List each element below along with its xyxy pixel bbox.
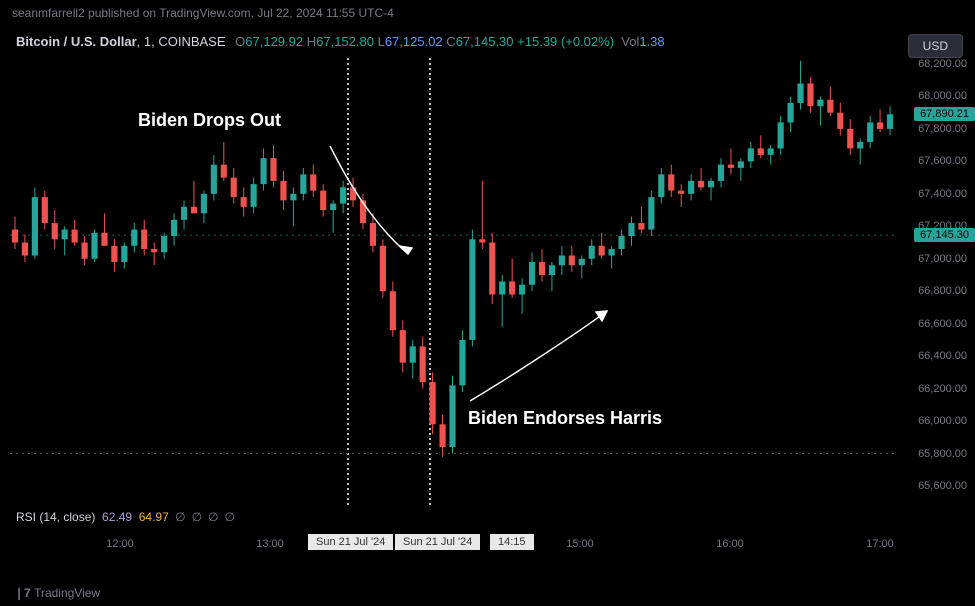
symbol-name: Bitcoin / U.S. Dollar <box>16 34 137 49</box>
ohlc-low: 67,125.02 <box>385 34 443 49</box>
symbol-info-bar: Bitcoin / U.S. Dollar, 1, COINBASE O67,1… <box>16 34 665 49</box>
tradingview-logo-icon: ❘7 <box>14 586 34 600</box>
chart-container[interactable]: Bitcoin / U.S. Dollar, 1, COINBASE O67,1… <box>0 26 975 586</box>
last-price-marker: 67,890.21 <box>914 107 975 121</box>
time-crosshair-label: 14:15 <box>490 534 534 550</box>
publish-header: seanmfarrell2 published on TradingView.c… <box>0 0 975 26</box>
time-crosshair-label: Sun 21 Jul '24 <box>395 534 480 550</box>
time-crosshair-label: Sun 21 Jul '24 <box>308 534 393 550</box>
rsi-info: RSI (14, close) 62.49 64.97 ∅∅∅∅ <box>16 510 238 524</box>
price-chart[interactable] <box>0 26 905 526</box>
ohlc-close: 67,145.30 <box>456 34 514 49</box>
ref-price-marker: 67,145.30 <box>914 228 975 242</box>
time-axis: 12:0013:0015:0016:0017:00Sun 21 Jul '24S… <box>0 534 905 558</box>
annotation-biden-endorses: Biden Endorses Harris <box>468 408 662 429</box>
ohlc-open: 67,129.92 <box>245 34 303 49</box>
ohlc-high: 67,152.80 <box>316 34 374 49</box>
currency-button[interactable]: USD <box>908 34 963 58</box>
brand-footer: ❘7 TradingView <box>14 586 100 600</box>
annotation-biden-drops: Biden Drops Out <box>138 110 281 131</box>
